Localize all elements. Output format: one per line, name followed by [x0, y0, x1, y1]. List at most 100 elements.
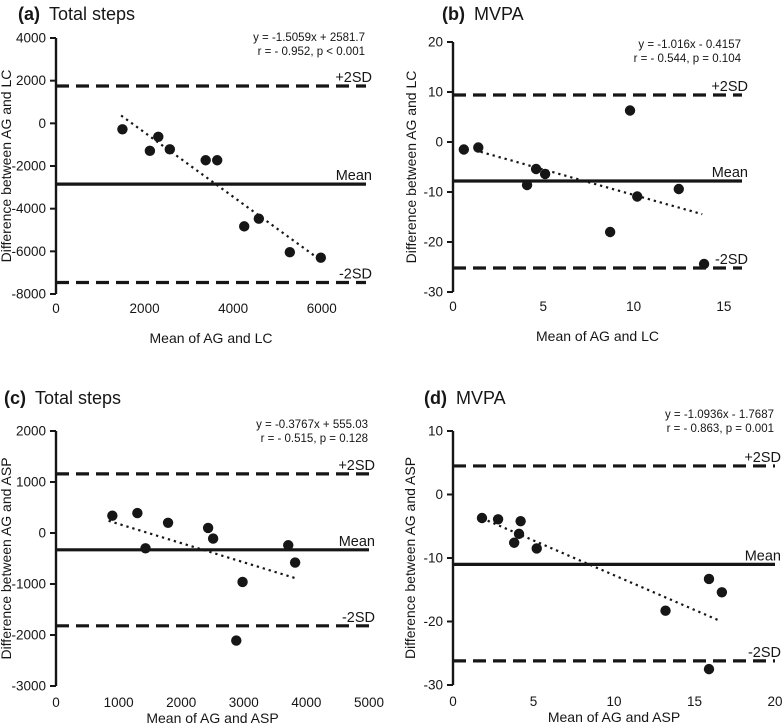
y-tick-label: -30 — [423, 678, 443, 693]
y-tick-label: 0 — [38, 116, 46, 131]
y-tick-label: -6000 — [11, 244, 46, 259]
plus-2sd-label: +2SD — [335, 70, 372, 86]
x-tick-label: 15 — [687, 694, 702, 709]
y-tick-label: -20 — [423, 235, 443, 250]
trend-line — [120, 114, 318, 259]
data-point — [207, 533, 219, 544]
regression-annotation-line1: y = -1.016x - 0.4157 — [638, 39, 741, 51]
data-point — [132, 507, 143, 519]
plus-2sd-label: +2SD — [711, 79, 748, 95]
data-point — [508, 537, 520, 548]
data-point — [144, 145, 156, 157]
x-tick-label: 2000 — [166, 695, 196, 710]
panel-b-mvpa-ag-lc: (b) MVPA y = -1.016x - 0.4157 r = - 0.544, … — [392, 0, 784, 364]
x-axis-title: Mean of AG and LC — [536, 328, 659, 344]
data-point — [703, 663, 715, 675]
data-point — [513, 528, 525, 540]
panel-title: (c) Total steps — [4, 388, 121, 408]
data-point — [162, 517, 174, 528]
x-tick-label: 0 — [449, 694, 457, 709]
data-point — [698, 258, 710, 270]
mean-label: Mean — [745, 548, 781, 564]
y-tick-label: 20 — [428, 35, 443, 50]
y-tick-label: -30 — [423, 285, 443, 300]
regression-annotation-line2: r = - 0.863, p = 0.001 — [667, 423, 774, 435]
x-tick-label: 10 — [606, 694, 621, 709]
data-point — [539, 168, 551, 180]
y-tick-label: 4000 — [16, 31, 46, 46]
x-tick-label: 6000 — [307, 301, 337, 316]
data-point — [284, 246, 296, 258]
regression-annotation-line2: r = - 0.952, p < 0.001 — [258, 46, 365, 58]
x-tick-label: 15 — [716, 299, 731, 314]
y-tick-label: 0 — [435, 487, 443, 502]
panel-title: (b) MVPA — [442, 4, 524, 24]
y-axis-title: Difference between AG and LC — [0, 70, 14, 263]
regression-annotation-line1: y = -1.5059x + 2581.7 — [253, 32, 365, 44]
data-point — [703, 573, 715, 585]
data-point — [107, 510, 118, 521]
data-point — [202, 522, 214, 534]
y-axis-title: Difference between AG and LC — [403, 71, 419, 264]
x-tick-label: 0 — [449, 299, 457, 314]
x-tick-label: 20 — [767, 694, 782, 709]
panel-a-total-steps-ag-lc: (a) Total steps y = -1.5059x + 2581.7 r = -… — [0, 0, 392, 364]
data-point — [531, 543, 542, 554]
data-point — [673, 183, 684, 195]
y-axis-title: Difference between AG and ASP — [0, 457, 14, 659]
panel-svg-b: (b) MVPA y = -1.016x - 0.4157 r = - 0.544, … — [403, 4, 748, 344]
y-tick-label: 0 — [435, 135, 443, 150]
plus-2sd-label: +2SD — [338, 458, 375, 474]
data-point — [239, 221, 250, 232]
regression-annotation-line1: y = -1.0936x - 1.7687 — [665, 409, 774, 421]
minus-2sd-label: -2SD — [715, 252, 748, 268]
data-point — [492, 514, 504, 525]
x-tick-label: 5000 — [354, 695, 384, 710]
x-axis-title: Mean of AG and LC — [150, 330, 273, 346]
x-tick-label: 10 — [626, 299, 641, 314]
data-point — [632, 191, 643, 202]
panel-d-mvpa-ag-asp: (d) MVPA y = -1.0936x - 1.7687 r = - 0.863,… — [392, 364, 784, 728]
y-axis-title: Difference between AG and ASP — [402, 457, 418, 659]
trend-line — [108, 519, 298, 580]
panel-svg-c: (c) Total steps y = -0.3767x + 555.03 r = -… — [0, 388, 384, 726]
y-tick-label: -1000 — [11, 577, 46, 592]
panel-title: (d) MVPA — [424, 388, 506, 408]
trend-line — [474, 149, 703, 216]
x-tick-label: 4000 — [218, 301, 248, 316]
data-point — [521, 179, 533, 191]
x-tick-label: 0 — [52, 301, 60, 316]
data-point — [458, 144, 470, 155]
y-tick-label: -8000 — [11, 287, 46, 302]
panel-svg-a: (a) Total steps y = -1.5059x + 2581.7 r = -… — [0, 4, 372, 346]
panel-title: (a) Total steps — [18, 4, 135, 24]
y-tick-label: -4000 — [11, 201, 46, 216]
data-point — [624, 105, 636, 116]
minus-2sd-label: -2SD — [339, 266, 372, 282]
y-tick-label: 2000 — [16, 424, 46, 439]
mean-label: Mean — [712, 165, 748, 181]
x-axis-title: Mean of AG and ASP — [548, 709, 680, 725]
panel-svg-d: (d) MVPA y = -1.0936x - 1.7687 r = - 0.863,… — [402, 388, 783, 725]
data-point — [253, 213, 265, 224]
x-tick-label: 5 — [540, 299, 548, 314]
y-tick-label: 1000 — [16, 475, 46, 490]
x-axis-title: Mean of AG and ASP — [146, 710, 278, 726]
y-tick-label: 0 — [38, 526, 46, 541]
y-tick-label: 10 — [428, 85, 443, 100]
regression-annotation-line2: r = - 0.544, p = 0.104 — [634, 53, 742, 65]
data-point — [530, 163, 542, 175]
data-point — [716, 587, 728, 598]
data-point — [289, 557, 301, 568]
data-point — [315, 252, 327, 263]
data-point — [200, 155, 211, 166]
data-point — [153, 131, 164, 142]
data-point — [140, 543, 151, 554]
y-tick-label: -10 — [423, 551, 443, 566]
data-point — [660, 605, 671, 616]
x-tick-label: 0 — [52, 695, 60, 710]
data-point — [117, 124, 128, 135]
x-tick-label: 5 — [530, 694, 538, 709]
regression-annotation-line1: y = -0.3767x + 555.03 — [256, 419, 368, 431]
y-tick-label: 10 — [428, 424, 443, 439]
